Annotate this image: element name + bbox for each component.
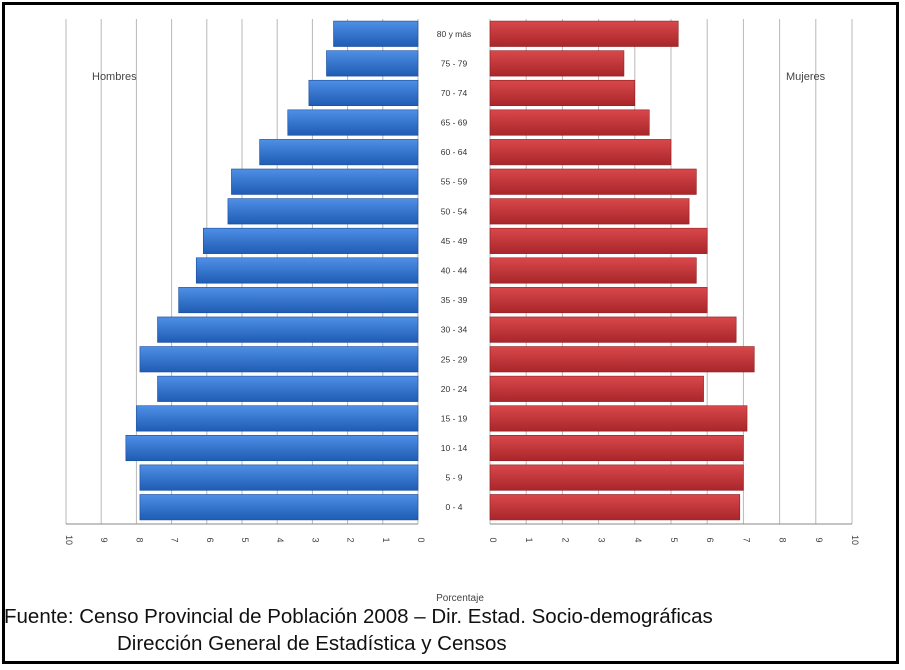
category-label: 65 - 69: [441, 118, 468, 128]
x-tick-right: 1: [524, 537, 534, 542]
bar-hombres: [308, 79, 419, 106]
bar-hombres: [139, 464, 419, 491]
x-axis-title: Porcentaje: [436, 593, 484, 604]
category-label: 60 - 64: [441, 147, 468, 157]
category-label: 30 - 34: [441, 325, 468, 335]
x-tick-left: 3: [310, 537, 320, 542]
x-tick-right: 5: [669, 537, 679, 542]
series-label-hombres: Hombres: [92, 71, 137, 83]
x-tick-right: 10: [850, 535, 860, 545]
bar-hombres: [231, 168, 419, 195]
x-tick-right: 8: [778, 537, 788, 542]
category-label: 35 - 39: [441, 295, 468, 305]
bar-hombres: [157, 375, 419, 402]
category-label: 70 - 74: [441, 88, 468, 98]
bar-mujeres: [489, 79, 636, 106]
series-label-mujeres: Mujeres: [786, 71, 826, 83]
bar-hombres: [178, 287, 419, 314]
category-labels: 0 - 4 5 - 9 10 - 14 15 - 19 20 - 24 25 - 29 30…: [437, 29, 472, 512]
bar-mujeres: [489, 316, 737, 343]
bar-mujeres: [489, 139, 672, 166]
x-tick-left: 7: [170, 537, 180, 542]
x-tick-left: 0: [416, 537, 426, 542]
bar-hombres: [227, 198, 419, 225]
x-tick-left: 5: [240, 537, 250, 542]
category-label: 5 - 9: [445, 473, 462, 483]
source-line-2: Dirección General de Estadística y Censo…: [117, 632, 507, 655]
bar-hombres: [326, 50, 419, 77]
category-label: 50 - 54: [441, 206, 468, 216]
category-label: 0 - 4: [445, 502, 462, 512]
bar-mujeres: [489, 227, 708, 254]
bar-mujeres: [489, 405, 748, 432]
bar-mujeres: [489, 168, 697, 195]
bar-hombres: [139, 494, 419, 521]
category-label: 10 - 14: [441, 443, 468, 453]
x-tick-left: 8: [134, 537, 144, 542]
bar-hombres: [136, 405, 419, 432]
bar-mujeres: [489, 346, 755, 373]
source-line-1: Fuente: Censo Provincial de Población 20…: [4, 605, 713, 628]
bar-hombres: [195, 257, 419, 284]
x-tick-left: 1: [381, 537, 391, 542]
category-label: 40 - 44: [441, 266, 468, 276]
x-tick-right: 2: [560, 537, 570, 542]
x-axis-ticks: 0 0 1 1 2 2 3 3 4 4 5 5 6 6 7 7 8 8 9 9 10 10: [64, 535, 860, 545]
bar-mujeres: [489, 287, 708, 314]
bar-hombres: [259, 139, 419, 166]
x-tick-right: 0: [488, 537, 498, 542]
bar-mujeres: [489, 198, 690, 225]
x-tick-left: 6: [205, 537, 215, 542]
x-tick-left: 10: [64, 535, 74, 545]
category-label: 55 - 59: [441, 177, 468, 187]
bar-hombres: [202, 227, 419, 254]
category-label: 15 - 19: [441, 413, 468, 423]
bar-hombres: [333, 20, 419, 47]
category-label: 80 y más: [437, 29, 472, 39]
category-label: 75 - 79: [441, 58, 468, 68]
bar-hombres: [125, 435, 419, 462]
bars: [125, 20, 755, 521]
x-tick-left: 4: [275, 537, 285, 542]
x-tick-left: 9: [99, 537, 109, 542]
x-tick-right: 3: [597, 537, 607, 542]
category-label: 45 - 49: [441, 236, 468, 246]
bar-hombres: [139, 346, 419, 373]
bar-mujeres: [489, 109, 650, 136]
bar-mujeres: [489, 375, 704, 402]
bar-mujeres: [489, 50, 625, 77]
bar-hombres: [157, 316, 419, 343]
x-tick-right: 6: [705, 537, 715, 542]
bar-mujeres: [489, 464, 744, 491]
chart-frame: [2, 2, 899, 664]
bar-mujeres: [489, 494, 741, 521]
bar-mujeres: [489, 435, 744, 462]
bar-hombres: [287, 109, 419, 136]
source-note: Fuente: Censo Provincial de Población 20…: [4, 603, 900, 657]
category-label: 25 - 29: [441, 354, 468, 364]
x-tick-left: 2: [346, 537, 356, 542]
bar-mujeres: [489, 257, 697, 284]
bar-mujeres: [489, 20, 679, 47]
x-tick-right: 7: [741, 537, 751, 542]
category-label: 20 - 24: [441, 384, 468, 394]
x-tick-right: 4: [633, 537, 643, 542]
x-tick-right: 9: [814, 537, 824, 542]
